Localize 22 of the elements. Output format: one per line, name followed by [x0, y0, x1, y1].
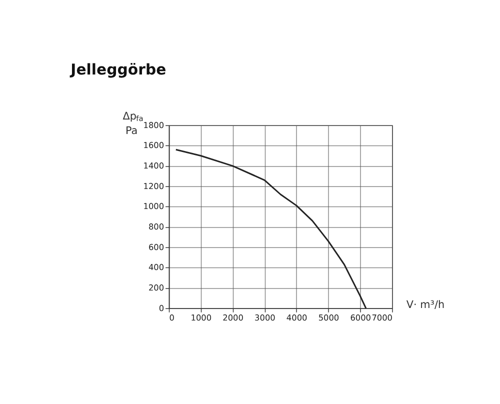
x-tick-label: 5000: [318, 312, 340, 323]
line-series: [175, 148, 367, 310]
y-tick-label: 1000: [143, 201, 164, 212]
y-tick-label: 1600: [143, 140, 164, 150]
y-tick-label: 1400: [143, 160, 164, 171]
y-tick-label: 1200: [143, 180, 164, 191]
x-tick-label: 0: [169, 312, 174, 323]
x-tick-label: 7000: [372, 312, 392, 323]
x-tick-label: 3000: [254, 312, 276, 323]
chart-title: Jelleggörbe: [70, 60, 166, 79]
x-axis-title: V· m³/h: [406, 298, 445, 311]
y-tick-label: 800: [148, 222, 164, 232]
x-tick-label: 6000: [350, 312, 371, 323]
y-tick-label: 1800: [143, 120, 164, 130]
x-tick-label: 2000: [222, 312, 244, 323]
y-tick-label: 0: [158, 302, 164, 313]
y-tick-label: 600: [148, 242, 164, 252]
y-tick-label: 200: [148, 282, 164, 293]
y-tick-label: 400: [148, 262, 164, 272]
x-tick-label: 1000: [190, 312, 212, 323]
y-axis-title: Δpfa Pa: [122, 110, 144, 138]
x-tick-label: 4000: [286, 312, 308, 323]
